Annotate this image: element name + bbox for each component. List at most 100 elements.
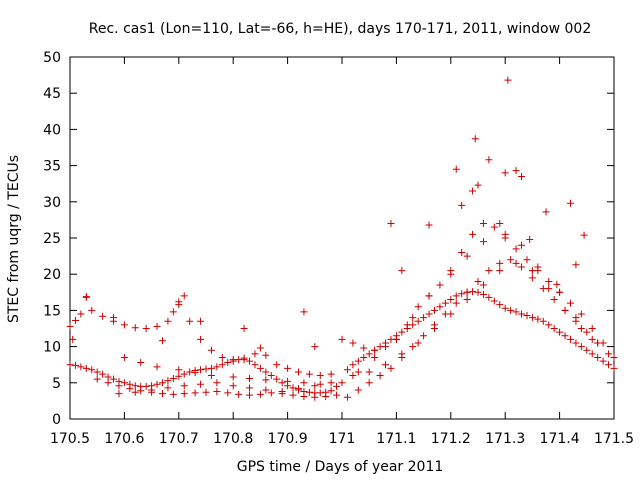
data-point (545, 321, 553, 329)
data-point (300, 393, 308, 401)
data-point (371, 346, 379, 354)
data-point (414, 317, 422, 325)
data-point (436, 281, 444, 289)
data-point (131, 324, 139, 332)
data-point (501, 304, 509, 312)
data-point (110, 375, 118, 383)
data-point (153, 380, 161, 388)
data-point (414, 339, 422, 347)
data-point (175, 366, 183, 374)
data-point (131, 382, 139, 390)
data-point (512, 308, 520, 316)
data-point (572, 261, 580, 269)
data-point (126, 385, 134, 393)
data-point (71, 317, 79, 325)
x-tick-label: 171.2 (431, 431, 471, 447)
data-point (180, 292, 188, 300)
data-point (398, 350, 406, 358)
data-point (93, 368, 101, 376)
data-point (229, 373, 237, 381)
data-point (343, 393, 351, 401)
data-point (137, 359, 145, 367)
data-point (311, 393, 319, 401)
data-point (577, 310, 585, 318)
data-point (284, 377, 292, 385)
data-point (501, 230, 509, 238)
x-tick-label: 171 (329, 431, 356, 447)
data-point (256, 390, 264, 398)
data-point (169, 308, 177, 316)
data-point (343, 366, 351, 374)
data-point (218, 353, 226, 361)
y-tick-label: 10 (43, 340, 61, 356)
data-point (256, 344, 264, 352)
data-point (197, 335, 205, 343)
data-point (246, 391, 254, 399)
data-point (120, 353, 128, 361)
data-point (588, 350, 596, 358)
data-point (504, 76, 512, 84)
data-point (490, 297, 498, 305)
data-point (305, 370, 313, 378)
data-point (322, 393, 330, 401)
x-tick-label: 170.8 (213, 431, 253, 447)
data-point (528, 267, 536, 275)
data-point (452, 165, 460, 173)
data-point (512, 167, 520, 175)
data-point (218, 361, 226, 369)
data-point (572, 314, 580, 322)
data-point (316, 380, 324, 388)
data-point (235, 390, 243, 398)
data-point (104, 379, 112, 387)
data-point (300, 308, 308, 316)
data-point (71, 361, 79, 369)
data-point (523, 256, 531, 264)
data-point (577, 343, 585, 351)
data-point (507, 306, 515, 314)
data-point (485, 267, 493, 275)
data-point (99, 312, 107, 320)
data-point (256, 364, 264, 372)
x-tick-label: 170.5 (50, 431, 90, 447)
data-point (289, 391, 297, 399)
data-point (207, 372, 215, 380)
data-point (474, 277, 482, 285)
data-point (93, 375, 101, 383)
data-point (425, 292, 433, 300)
data-point (294, 385, 302, 393)
data-point (273, 361, 281, 369)
x-axis-label: GPS time / Days of year 2011 (237, 459, 444, 475)
data-point (588, 335, 596, 343)
data-point (518, 172, 526, 180)
x-tick-label: 171.1 (376, 431, 416, 447)
data-point (180, 382, 188, 390)
data-point (99, 370, 107, 378)
data-point (289, 384, 297, 392)
data-point (556, 288, 564, 296)
data-point (447, 270, 455, 278)
y-tick-label: 45 (43, 86, 61, 102)
data-point (471, 135, 479, 143)
data-point (240, 325, 248, 332)
data-point (207, 346, 215, 354)
y-tick-label: 0 (52, 412, 61, 428)
y-tick-label: 15 (43, 303, 61, 319)
plot-area: 170.5 170.6 170.7 170.8 170.9 171 171.1 171.2 17… (43, 50, 634, 447)
data-point (599, 357, 607, 365)
data-point (594, 353, 602, 361)
data-point (583, 346, 591, 354)
data-point (447, 296, 455, 304)
data-point (180, 370, 188, 378)
data-point (441, 299, 449, 307)
data-point (496, 220, 504, 228)
y-tick-label: 20 (43, 267, 61, 283)
data-point (436, 303, 444, 311)
data-point (327, 387, 335, 395)
data-point (164, 384, 172, 392)
data-point (507, 256, 515, 264)
data-point (409, 314, 417, 322)
data-point (550, 325, 558, 332)
data-point (246, 384, 254, 392)
data-point (278, 387, 286, 395)
data-point (566, 199, 574, 207)
